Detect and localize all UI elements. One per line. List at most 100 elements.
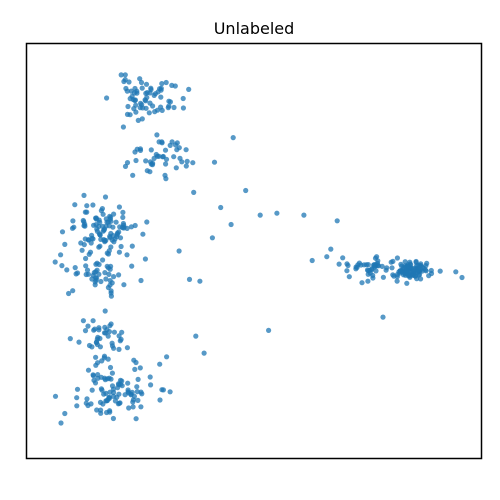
scatter-point bbox=[186, 276, 193, 282]
scatter-point bbox=[72, 202, 78, 208]
scatter-point bbox=[108, 321, 114, 327]
scatter-point bbox=[90, 318, 96, 324]
scatter-point bbox=[102, 194, 109, 200]
scatter-point bbox=[266, 327, 272, 333]
scatter-point bbox=[383, 267, 389, 273]
scatter-point bbox=[96, 217, 102, 223]
scatter-point bbox=[152, 109, 158, 115]
scatter-point bbox=[118, 72, 124, 78]
scatter-point bbox=[96, 325, 102, 331]
scatter-point bbox=[121, 78, 127, 85]
scatter-point bbox=[125, 387, 131, 393]
scatter-point bbox=[100, 401, 106, 407]
scatter-point bbox=[173, 165, 179, 171]
scatter-point bbox=[394, 278, 400, 284]
scatter-point bbox=[97, 232, 103, 238]
scatter-point bbox=[418, 267, 424, 273]
scatter-point bbox=[85, 271, 91, 277]
scatter-point bbox=[388, 259, 394, 265]
scatter-point bbox=[112, 398, 118, 404]
scatter-point bbox=[108, 218, 114, 224]
scatter-point bbox=[108, 214, 114, 220]
scatter-point bbox=[71, 224, 77, 230]
scatter-point bbox=[74, 386, 81, 392]
scatter-point bbox=[167, 389, 173, 395]
scatter-point bbox=[358, 262, 364, 268]
scatter-point bbox=[106, 248, 112, 254]
scatter-point bbox=[359, 280, 365, 286]
scatter-point bbox=[70, 218, 76, 224]
scatter-point bbox=[162, 147, 169, 153]
scatter-point bbox=[98, 407, 104, 413]
scatter-point bbox=[131, 393, 137, 399]
scatter-point bbox=[98, 208, 104, 214]
scatter-point bbox=[180, 105, 186, 111]
scatter-point bbox=[373, 268, 379, 274]
scatter-point bbox=[91, 222, 97, 228]
scatter-point bbox=[101, 237, 107, 243]
scatter-point bbox=[130, 172, 136, 178]
scatter-point bbox=[59, 263, 65, 269]
scatter-point bbox=[152, 91, 158, 97]
chart-title: Unlabeled bbox=[214, 19, 295, 38]
scatter-point bbox=[108, 288, 114, 294]
scatter-point bbox=[133, 157, 139, 164]
scatter-point bbox=[162, 172, 168, 178]
scatter-point bbox=[163, 161, 169, 167]
scatter-point bbox=[102, 270, 108, 276]
scatter-point bbox=[138, 404, 144, 410]
scatter-point bbox=[147, 169, 153, 175]
scatter-point bbox=[92, 279, 98, 285]
scatter-point bbox=[118, 243, 124, 250]
scatter-point bbox=[107, 389, 113, 395]
scatter-point bbox=[137, 76, 143, 82]
scatter-point bbox=[389, 265, 395, 271]
scatter-point bbox=[104, 409, 110, 416]
scatter-point bbox=[117, 400, 123, 406]
scatter-point bbox=[301, 212, 307, 218]
scatter-point bbox=[120, 214, 126, 220]
scatter-point bbox=[107, 266, 113, 272]
scatter-point bbox=[124, 252, 130, 258]
scatter-point bbox=[129, 389, 135, 395]
scatter-point bbox=[166, 103, 172, 109]
scatter-point bbox=[100, 228, 106, 234]
scatter-point bbox=[129, 243, 135, 249]
scatter-point bbox=[82, 328, 89, 334]
scatter-point bbox=[127, 112, 133, 118]
scatter-point bbox=[169, 139, 175, 145]
scatter-point bbox=[90, 373, 96, 379]
scatter-point bbox=[184, 158, 190, 164]
scatter-point bbox=[257, 212, 263, 218]
scatter-point bbox=[148, 147, 154, 153]
scatter-point bbox=[354, 264, 360, 270]
scatter-point bbox=[74, 395, 80, 401]
scatter-point bbox=[171, 104, 177, 111]
scatter-point bbox=[114, 230, 121, 236]
scatter-point bbox=[80, 318, 86, 324]
scatter-point bbox=[370, 272, 376, 278]
scatter-point bbox=[81, 192, 87, 198]
scatter-point bbox=[144, 219, 150, 225]
scatter-point bbox=[84, 396, 90, 402]
scatter-point bbox=[365, 278, 371, 284]
scatter-point bbox=[133, 102, 139, 108]
scatter-point bbox=[79, 247, 85, 253]
scatter-point bbox=[422, 267, 428, 273]
scatter-point bbox=[133, 416, 139, 422]
scatter-point bbox=[125, 103, 131, 110]
scatter-point bbox=[413, 259, 419, 265]
scatter-point bbox=[147, 374, 153, 380]
scatter-point bbox=[346, 274, 352, 280]
scatter-point bbox=[186, 86, 192, 92]
scatter-point bbox=[108, 293, 114, 299]
scatter-point bbox=[98, 278, 104, 285]
scatter-point bbox=[380, 274, 386, 280]
scatter-point bbox=[177, 155, 183, 161]
scatter-point bbox=[106, 395, 112, 401]
scatter-point bbox=[174, 140, 180, 146]
scatter-point bbox=[324, 254, 330, 260]
scatter-point bbox=[58, 252, 64, 258]
scatter-point bbox=[111, 345, 117, 351]
scatter-point bbox=[94, 336, 100, 342]
